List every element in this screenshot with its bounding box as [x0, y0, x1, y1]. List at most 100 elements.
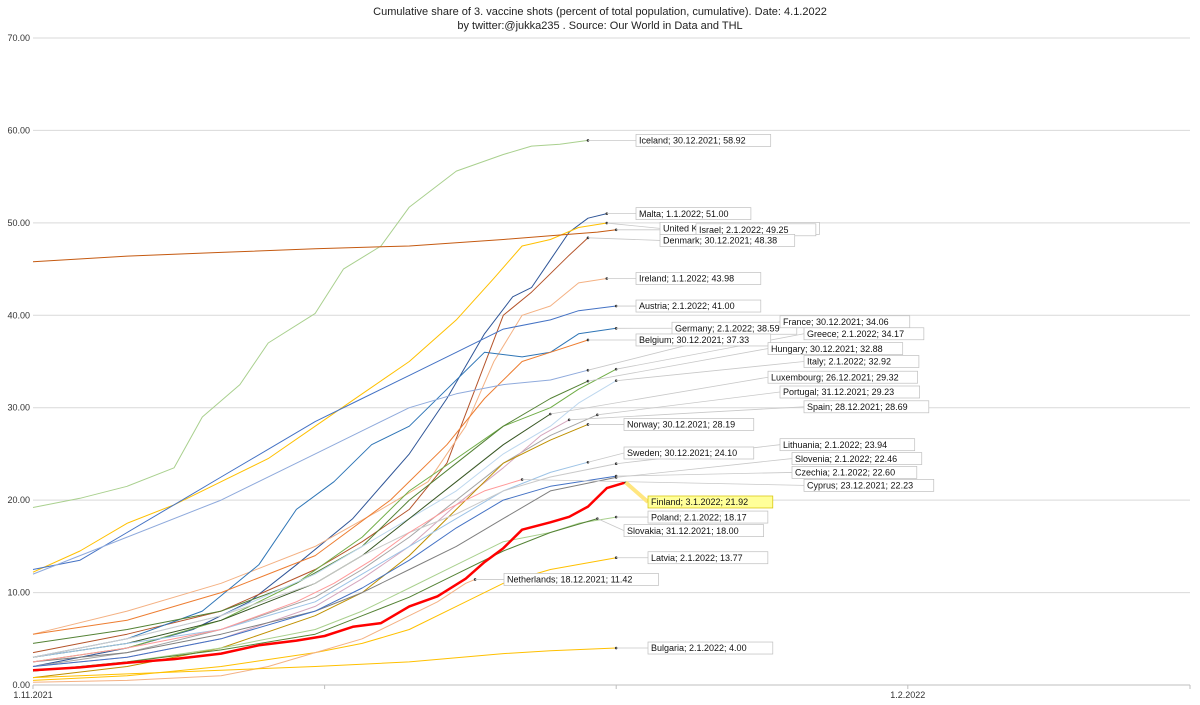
data-label: Luxembourg; 26.12.2021; 29.32	[771, 372, 899, 382]
series-line-austria	[32, 305, 617, 570]
series-end-point	[567, 418, 571, 422]
label-leaders	[475, 140, 805, 649]
series-line-norway	[32, 423, 589, 679]
series-line-germany	[32, 327, 617, 658]
y-tick-label: 30.00	[7, 403, 30, 413]
y-tick-label: 40.00	[7, 310, 30, 320]
leader-line	[606, 222, 661, 229]
data-label: Greece; 2.1.2022; 34.17	[807, 329, 904, 339]
data-label: Netherlands; 18.12.2021; 11.42	[507, 575, 632, 585]
chart-title: Cumulative share of 3. vaccine shots (pe…	[373, 6, 827, 18]
series-line-italy	[32, 380, 617, 658]
series-line-finland	[32, 481, 626, 672]
leader-line	[587, 348, 769, 382]
y-tick-label: 50.00	[7, 218, 30, 228]
label-box	[635, 134, 772, 147]
series-line-ireland	[32, 278, 607, 635]
data-label: Austria; 2.1.2022; 41.00	[639, 301, 735, 311]
label-box	[635, 333, 772, 347]
label-box	[647, 495, 774, 509]
leader-line	[597, 518, 625, 532]
leader-line	[616, 472, 793, 477]
series-line-sweden	[32, 461, 589, 658]
series-line-czechia	[32, 475, 617, 667]
series-lines	[32, 139, 627, 683]
label-box	[647, 510, 769, 524]
label-box	[791, 452, 923, 465]
data-label: Portugal; 31.12.2021; 29.23	[783, 387, 894, 397]
leader-line	[616, 361, 805, 382]
series-line-lithuania	[32, 463, 617, 658]
leader-line	[624, 480, 650, 504]
series-line-denmark	[32, 237, 589, 654]
label-box	[767, 342, 904, 355]
series-end-point	[614, 327, 618, 330]
series-line-belgium	[32, 339, 589, 635]
data-label: Hungary; 30.12.2021; 32.88	[771, 344, 883, 354]
series-line-spain	[32, 419, 570, 667]
series-end-point	[549, 412, 552, 416]
series-line-cyprus	[32, 479, 523, 663]
x-tick-label: 1.2.2022	[890, 690, 925, 700]
series-line-malta	[32, 213, 607, 667]
chart-subtitle: by twitter:@jukka235 . Source: Our World…	[457, 20, 742, 32]
data-label: Italy; 2.1.2022; 32.92	[807, 357, 891, 367]
data-label: Czechia; 2.1.2022; 22.60	[795, 468, 895, 478]
series-line-slovakia	[32, 518, 598, 672]
data-label: Slovakia; 31.12.2021; 18.00	[627, 526, 739, 536]
data-label: Spain; 28.12.2021; 28.69	[807, 402, 908, 412]
data-label: Belgium; 30.12.2021; 37.33	[639, 335, 749, 345]
data-label: Slovenia; 2.1.2022; 22.46	[795, 454, 897, 464]
label-box	[779, 438, 916, 452]
leader-line	[616, 333, 805, 370]
label-box	[623, 446, 755, 460]
leader-line	[587, 237, 661, 241]
leader-line	[616, 458, 793, 478]
y-tick-label: 0.00	[12, 680, 30, 690]
data-label: France; 30.12.2021; 34.06	[783, 317, 889, 327]
data-label: Germany; 2.1.2022; 38.59	[675, 323, 780, 333]
leader-line	[587, 452, 625, 463]
series-line-slovenia	[32, 476, 617, 663]
series-line-greece	[32, 368, 617, 663]
label-box	[767, 370, 918, 384]
series-line-united-kingdom	[32, 222, 607, 573]
series-line-portugal	[32, 414, 598, 667]
label-box	[803, 479, 935, 492]
label-box	[647, 641, 774, 655]
axes: 0.00 10.00 20.00 30.00 40.00 50.00 60.00 70.00 1…	[7, 33, 1191, 700]
series-line-netherlands	[32, 578, 476, 683]
data-label: Norway; 30.12.2021; 28.19	[627, 420, 735, 430]
label-box	[791, 466, 918, 479]
grid-lines	[33, 37, 1190, 686]
data-label: Bulgaria; 2.1.2022; 4.00	[651, 643, 747, 653]
label-box	[635, 207, 752, 220]
data-label: Poland; 2.1.2022; 18.17	[651, 512, 747, 522]
label-box	[623, 418, 755, 431]
label-box	[503, 573, 659, 586]
data-label: Iceland; 30.12.2021; 58.92	[639, 136, 746, 146]
data-labels: Iceland; 30.12.2021; 58.92 Malta; 1.1.202…	[503, 134, 935, 655]
series-line-bulgaria	[32, 647, 617, 679]
data-label: Ireland; 1.1.2022; 43.98	[639, 274, 734, 284]
series-line-iceland	[32, 139, 589, 508]
label-box	[779, 385, 920, 399]
y-tick-label: 70.00	[7, 33, 30, 43]
label-box	[635, 299, 762, 313]
y-tick-label: 60.00	[7, 125, 30, 135]
data-label: Latvia; 2.1.2022; 13.77	[651, 553, 743, 563]
label-box	[647, 551, 769, 565]
label-box	[803, 327, 925, 341]
series-line-france	[32, 369, 589, 575]
label-box	[635, 272, 762, 285]
label-box	[659, 234, 796, 247]
y-tick-label: 20.00	[7, 495, 30, 505]
data-label: Sweden; 30.12.2021; 24.10	[627, 448, 737, 458]
leader-line	[597, 391, 781, 416]
series-line-hungary	[32, 380, 589, 644]
series-end-point	[614, 379, 618, 383]
label-box	[623, 524, 764, 537]
leader-line	[569, 406, 805, 421]
